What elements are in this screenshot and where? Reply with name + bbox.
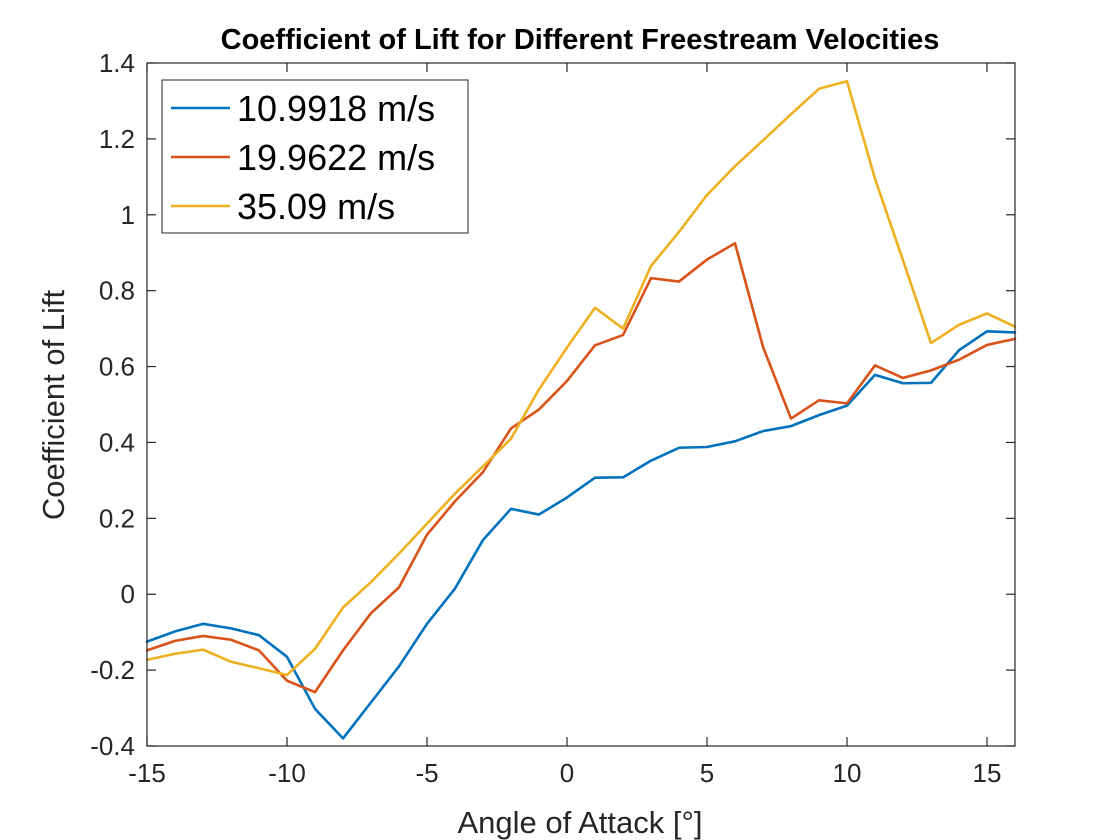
y-tick-label: 0.4: [99, 427, 135, 457]
legend-entries: 10.9918 m/s 19.9622 m/s 35.09 m/s: [171, 88, 435, 227]
y-tick-label: 1: [121, 200, 135, 230]
legend-label-1: 10.9918 m/s: [237, 88, 435, 129]
y-tick-label: 1.2: [99, 124, 135, 154]
x-tick-label: 10: [833, 758, 862, 788]
y-axis-label: Coefficient of Lift: [36, 289, 71, 520]
y-tick-label: 0.8: [99, 276, 135, 306]
x-tick-label: 15: [973, 758, 1002, 788]
plot-area: -15 -10 -5 0 5 10 15 -0.4 -0.2 0 0.2 0.4 0.6 0.8 1 1.2…: [90, 48, 1017, 788]
y-tick-label: 0: [121, 579, 135, 609]
legend-label-2: 19.9622 m/s: [237, 137, 435, 178]
series-line-2: [145, 241, 1017, 694]
x-axis-label: Angle of Attack [°]: [457, 805, 702, 840]
series-line-3: [145, 79, 1017, 677]
y-tick-label: -0.2: [90, 655, 135, 685]
chart-title: Coefficient of Lift for Different Freest…: [221, 24, 940, 56]
x-tick-label: -5: [415, 758, 438, 788]
series-line-1: [145, 329, 1017, 740]
legend: 10.9918 m/s 19.9622 m/s 35.09 m/s: [161, 79, 469, 234]
y-axis-ticks: -0.4 -0.2 0 0.2 0.4 0.6 0.8 1 1.2 1.4: [90, 48, 1015, 761]
x-tick-label: 5: [700, 758, 714, 788]
y-tick-label: -0.4: [90, 731, 135, 761]
axes-box: [146, 62, 1016, 747]
y-tick-label: 0.6: [99, 352, 135, 382]
y-tick-label: 1.4: [99, 48, 135, 78]
x-axis-ticks: -15 -10 -5 0 5 10 15: [128, 63, 1001, 788]
legend-label-3: 35.09 m/s: [237, 186, 395, 227]
y-tick-label: 0.2: [99, 503, 135, 533]
x-tick-label: 0: [560, 758, 574, 788]
x-tick-label: -15: [128, 758, 166, 788]
x-tick-label: -10: [268, 758, 306, 788]
series-layer: [145, 79, 1017, 740]
